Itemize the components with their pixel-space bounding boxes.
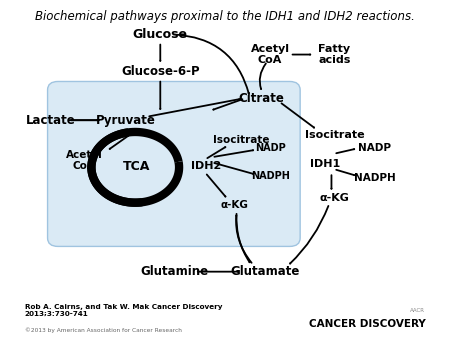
Text: Isocitrate: Isocitrate: [212, 136, 269, 145]
Text: CANCER DISCOVERY: CANCER DISCOVERY: [309, 319, 425, 329]
Text: NADPH: NADPH: [251, 171, 289, 182]
Text: IDH1: IDH1: [310, 159, 340, 169]
Text: Acetyl
CoA: Acetyl CoA: [66, 150, 102, 171]
Text: AACR: AACR: [410, 308, 425, 313]
Text: Citrate: Citrate: [239, 92, 285, 105]
Text: Isocitrate: Isocitrate: [305, 130, 364, 140]
Text: NADPH: NADPH: [354, 173, 396, 184]
Text: NADP: NADP: [255, 143, 285, 153]
Text: Glutamine: Glutamine: [140, 265, 208, 278]
Text: Pyruvate: Pyruvate: [96, 114, 156, 127]
Text: IDH2: IDH2: [191, 161, 221, 171]
Text: Glutamate: Glutamate: [230, 265, 299, 278]
Text: Acetyl
CoA: Acetyl CoA: [251, 44, 290, 65]
Text: α-KG: α-KG: [320, 193, 349, 202]
Text: Biochemical pathways proximal to the IDH1 and IDH2 reactions.: Biochemical pathways proximal to the IDH…: [35, 10, 415, 23]
Text: ©2013 by American Association for Cancer Research: ©2013 by American Association for Cancer…: [25, 327, 181, 333]
Text: Rob A. Cairns, and Tak W. Mak Cancer Discovery
2013;3:730-741: Rob A. Cairns, and Tak W. Mak Cancer Dis…: [25, 304, 222, 317]
Text: α-KG: α-KG: [220, 200, 248, 210]
FancyBboxPatch shape: [48, 81, 300, 246]
Text: Fatty
acids: Fatty acids: [318, 44, 351, 65]
Text: Glucose: Glucose: [133, 28, 188, 41]
Text: NADP: NADP: [358, 143, 391, 153]
Text: Glucose-6-P: Glucose-6-P: [121, 65, 200, 78]
Text: TCA: TCA: [122, 160, 150, 173]
Text: Lactate: Lactate: [26, 114, 75, 127]
